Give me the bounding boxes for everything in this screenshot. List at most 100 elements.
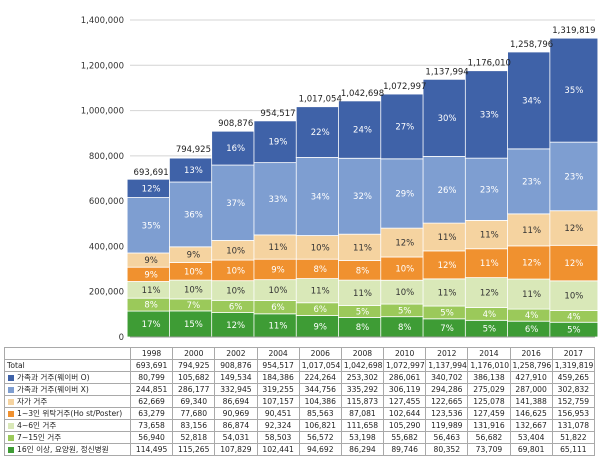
- segment-label: 17%: [142, 320, 161, 330]
- table-cell: 123,536: [425, 407, 469, 420]
- table-cell: 332,945: [214, 383, 258, 396]
- segment-label: 12%: [522, 258, 541, 268]
- segment-label: 23%: [480, 185, 499, 195]
- table-cell: 2008: [340, 347, 385, 360]
- segment-label: 5%: [398, 306, 412, 316]
- table-cell: 105,682: [172, 371, 216, 384]
- table-cell: 102,441: [256, 443, 300, 456]
- table-cell: 52,818: [172, 431, 216, 444]
- table-cell: 146,625: [509, 407, 553, 420]
- total-label: 1,042,698: [341, 89, 384, 99]
- segment-label: 12%: [480, 289, 499, 299]
- table-cell: 127,455: [383, 395, 427, 408]
- row-label: 가족과 거주(웨이버 O): [4, 371, 131, 384]
- bar-segment: [464, 277, 514, 308]
- table-cell: 286,177: [172, 383, 216, 396]
- legend-swatch: [8, 374, 14, 381]
- table-cell: 115,265: [172, 443, 216, 456]
- table-cell: 51,822: [551, 431, 596, 444]
- table-cell: 73,709: [467, 443, 511, 456]
- segment-label: 6%: [229, 302, 243, 312]
- table-cell: 693,691: [129, 359, 174, 372]
- table-cell: 1,176,010: [467, 359, 511, 372]
- table-row: 가족과 거주(웨이버 X) 244,851 286,177 332,945 319,25…: [4, 383, 596, 396]
- table-header-row: 1998 2000 2002 2004 2006 2008 2010 2012 2014 2016…: [4, 347, 596, 360]
- bar-segment: [422, 250, 472, 280]
- segment-label: 9%: [271, 265, 285, 275]
- segment-label: 8%: [144, 301, 158, 311]
- table-cell: 89,746: [383, 443, 427, 456]
- table-cell: 80,352: [425, 443, 469, 456]
- total-label: 1,072,997: [383, 82, 426, 92]
- segment-label: 10%: [226, 287, 245, 297]
- segment-label: 11%: [480, 231, 499, 241]
- segment-label: 11%: [522, 290, 541, 300]
- row-label-text: 7~15인 거주: [17, 432, 62, 442]
- bar-segment: [464, 248, 514, 279]
- table-cell: 1,042,698: [340, 359, 385, 372]
- table-cell: 104,386: [298, 395, 342, 408]
- segment-label: 10%: [226, 246, 245, 256]
- table-cell: 244,851: [129, 383, 174, 396]
- segment-label: 15%: [184, 320, 203, 330]
- segment-label: 11%: [438, 288, 457, 298]
- segment-label: 8%: [313, 265, 327, 275]
- table-cell: 87,081: [340, 407, 385, 420]
- segment-label: 4%: [525, 311, 539, 321]
- row-label-text: 4~6인 거주: [17, 420, 57, 430]
- y-tick-label: 1,200,000: [81, 61, 124, 71]
- y-tick-label: 1,400,000: [81, 16, 124, 26]
- table-cell: 77,680: [172, 407, 216, 420]
- bar-segment: [549, 244, 599, 282]
- row-label-text: 자가 거주: [17, 396, 48, 406]
- table-cell: 149,534: [214, 371, 258, 384]
- bar-segment: [126, 310, 176, 338]
- table-cell: 2000: [172, 347, 216, 360]
- row-label: 4~6인 거주: [4, 419, 131, 432]
- table-cell: 65,111: [551, 443, 596, 456]
- table-cell: 2004: [256, 347, 300, 360]
- segment-label: 10%: [226, 266, 245, 276]
- table-row: 7~15인 거주 56,940 52,818 54,031 58,503 56,572 53…: [4, 431, 596, 444]
- table-cell: 69,340: [172, 395, 216, 408]
- table-cell: 224,264: [298, 371, 342, 384]
- table-cell: 111,658: [340, 419, 385, 432]
- bar-segment: [549, 280, 599, 311]
- row-label-text: 가족과 거주(웨이버 X): [17, 384, 89, 394]
- table-cell: 83,156: [172, 419, 216, 432]
- segment-label: 24%: [353, 126, 372, 136]
- table-cell: 73,658: [129, 419, 174, 432]
- table-cell: 56,572: [298, 431, 342, 444]
- table-cell: 54,031: [214, 431, 258, 444]
- y-axis: 0 200,000 400,000 600,000 800,000 1,000,000 1,…: [81, 16, 124, 343]
- bar-segment: [549, 37, 599, 143]
- segment-label: 12%: [142, 184, 161, 194]
- table-row: 가족과 거주(웨이버 O) 80,799 105,682 149,534 184,386…: [4, 371, 596, 384]
- table-cell: 294,286: [425, 383, 469, 396]
- segment-label: 34%: [522, 96, 541, 106]
- bar-segment: [338, 100, 387, 159]
- table-cell: 2012: [425, 347, 469, 360]
- segment-label: 22%: [311, 128, 330, 138]
- table-cell: 53,198: [340, 431, 385, 444]
- segment-label: 37%: [226, 199, 245, 209]
- table-cell: 2006: [298, 347, 342, 360]
- table-total-row: Total 693,691 794,925 908,876 954,517 1,017,0…: [4, 359, 596, 372]
- y-tick-label: 1,000,000: [81, 107, 124, 117]
- table-cell: 125,078: [467, 395, 511, 408]
- segment-label: 5%: [567, 326, 581, 336]
- table-cell: 2016: [509, 347, 553, 360]
- segment-label: 10%: [184, 286, 203, 296]
- segment-label: 29%: [395, 189, 414, 199]
- row-label: 자가 거주: [4, 395, 131, 408]
- table-row: 16인 이상, 요양원, 정신병원 114,495 115,265 107,829 10…: [4, 443, 596, 456]
- total-label: 954,517: [260, 109, 295, 119]
- table-cell: 53,404: [509, 431, 553, 444]
- segment-label: 6%: [313, 305, 327, 315]
- segment-label: 11%: [142, 286, 161, 296]
- segment-label: 12%: [564, 224, 583, 234]
- segment-label: 16%: [226, 144, 245, 154]
- segment-label: 11%: [269, 243, 288, 253]
- segment-label: 4%: [483, 310, 497, 320]
- segment-label: 4%: [567, 312, 581, 322]
